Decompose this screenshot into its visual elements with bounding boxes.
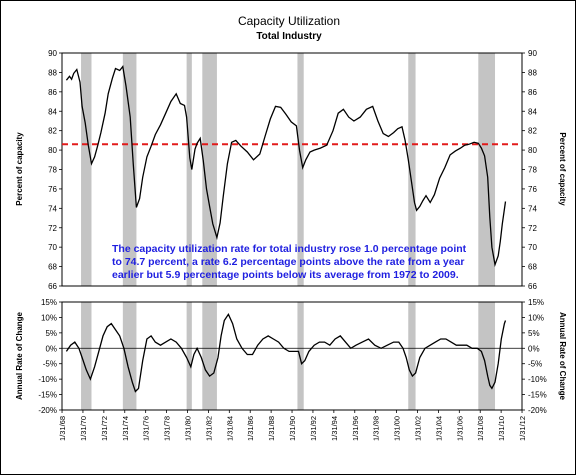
- y-tick-label-right: -20%: [528, 406, 547, 415]
- x-tick-label: 1/31/08: [476, 416, 485, 441]
- y-tick-label-right: 70: [528, 243, 537, 252]
- y-tick-label-left: 72: [48, 224, 57, 233]
- x-tick-label: 1/31/84: [225, 416, 234, 441]
- y-tick-label-left: 0%: [45, 344, 57, 353]
- recession-band-top: [408, 53, 416, 286]
- y-tick-label-right: 88: [528, 68, 537, 77]
- x-tick-label: 1/31/12: [518, 416, 527, 441]
- recession-band-bottom: [297, 302, 304, 410]
- y-tick-label-left: 74: [48, 204, 57, 213]
- y-tick-label-left: -10%: [38, 375, 57, 384]
- y-tick-label-right: 66: [528, 282, 537, 291]
- x-tick-label: 1/31/94: [330, 416, 339, 441]
- recession-band-bottom: [408, 302, 416, 410]
- bottom-panel: -20% -15% -10% -5% 0% 5% 10% 15% -20% -15% -10% -5…: [15, 298, 567, 441]
- x-tick-label: 1/31/82: [204, 416, 213, 441]
- x-tick-label: 1/31/04: [434, 416, 443, 441]
- top-y-ticks-right: 66 68 70 72 74 76 78 80 82 84 86 88 90: [522, 49, 537, 291]
- top-panel: 66 68 70 72 74 76 78 80 82 84 86 88 90 66 68 70 72 74 76 7…: [15, 49, 567, 291]
- x-tick-label: 1/31/92: [309, 416, 318, 441]
- x-tick-label: 1/31/10: [497, 416, 506, 441]
- y-tick-label-left: 70: [48, 243, 57, 252]
- y-tick-label-right: 15%: [528, 298, 544, 307]
- annotation-line-2: to 74.7 percent, a rate 6.2 percentage p…: [112, 256, 464, 268]
- y-tick-label-left: -15%: [38, 391, 57, 400]
- recession-band-bottom: [81, 302, 92, 410]
- recession-band-bottom: [122, 302, 137, 410]
- y-tick-label-left: 10%: [41, 313, 57, 322]
- y-tick-label-left: 84: [48, 107, 57, 116]
- x-tick-label: 1/31/00: [393, 416, 402, 441]
- y-tick-label-right: 0%: [528, 344, 540, 353]
- y-tick-label-left: 76: [48, 185, 57, 194]
- x-tick-label: 1/31/86: [246, 416, 255, 441]
- x-tick-label: 1/31/78: [163, 416, 172, 441]
- y-tick-label-right: 76: [528, 185, 537, 194]
- recession-band-top: [297, 53, 304, 286]
- y-tick-label-left: 80: [48, 146, 57, 155]
- bottom-recession-bands: [81, 302, 496, 410]
- annotation-line-1: The capacity utilization rate for total …: [112, 243, 467, 255]
- top-left-axis-label: Percent of capacity: [15, 132, 24, 206]
- x-tick-label: 1/31/70: [79, 416, 88, 441]
- x-tick-label: 1/31/88: [267, 416, 276, 441]
- x-tick-label: 1/31/68: [58, 416, 67, 441]
- y-tick-label-right: 90: [528, 49, 537, 58]
- y-tick-label-right: 78: [528, 166, 537, 175]
- y-tick-label-right: 68: [528, 263, 537, 272]
- bottom-left-axis-label: Annual Rate of Change: [15, 311, 24, 400]
- recession-band-top: [186, 53, 192, 286]
- y-tick-label-left: 5%: [45, 329, 57, 338]
- y-tick-label-right: 10%: [528, 313, 544, 322]
- y-tick-label-left: 66: [48, 282, 57, 291]
- y-tick-label-left: 82: [48, 127, 57, 136]
- recession-band-bottom: [202, 302, 217, 410]
- x-tick-label: 1/31/76: [142, 416, 151, 441]
- x-tick-label: 1/31/96: [351, 416, 360, 441]
- y-tick-label-left: 15%: [41, 298, 57, 307]
- annotation-line-3: earlier but 5.9 percentage points below …: [112, 269, 459, 281]
- recession-band-top: [202, 53, 217, 286]
- annual-rate-of-change-series: [65, 312, 507, 393]
- x-tick-label: 1/31/98: [372, 416, 381, 441]
- recession-band-top: [122, 53, 137, 286]
- bottom-y-ticks-left: -20% -15% -10% -5% 0% 5% 10% 15%: [38, 298, 62, 415]
- y-tick-label-right: -5%: [528, 360, 542, 369]
- x-tick-label: 1/31/74: [121, 416, 130, 441]
- top-right-axis-label: Percent of capacity: [558, 132, 567, 206]
- top-y-ticks-left: 66 68 70 72 74 76 78 80 82 84 86 88 90: [48, 49, 62, 291]
- bottom-right-axis-label: Annual Rate of Change: [558, 312, 567, 401]
- y-tick-label-left: 78: [48, 166, 57, 175]
- y-tick-label-right: 86: [528, 88, 537, 97]
- recession-band-top: [81, 53, 92, 286]
- y-tick-label-left: 88: [48, 68, 57, 77]
- y-tick-label-right: 84: [528, 107, 537, 116]
- x-tick-label: 1/31/80: [184, 416, 193, 441]
- x-tick-label: 1/31/06: [455, 416, 464, 441]
- y-tick-label-right: 5%: [528, 329, 540, 338]
- chart-title: Capacity Utilization: [238, 14, 340, 28]
- recession-band-bottom: [478, 302, 496, 410]
- chart-subtitle: Total Industry: [256, 31, 322, 42]
- y-tick-label-right: 74: [528, 204, 537, 213]
- x-tick-label: 1/31/90: [288, 416, 297, 441]
- y-tick-label-right: 80: [528, 146, 537, 155]
- capacity-utilization-series: [65, 65, 507, 268]
- y-tick-label-right: 82: [528, 127, 537, 136]
- y-tick-label-left: 68: [48, 263, 57, 272]
- x-axis-ticks: 1/31/68 1/31/70 1/31/72 1/31/74 1/31/76 1/31/…: [58, 410, 527, 441]
- y-tick-label-left: 86: [48, 88, 57, 97]
- y-tick-label-right: 72: [528, 224, 537, 233]
- bottom-y-ticks-right: -20% -15% -10% -5% 0% 5% 10% 15%: [522, 298, 547, 415]
- y-tick-label-left: -20%: [38, 406, 57, 415]
- y-tick-label-right: -15%: [528, 391, 547, 400]
- recession-band-bottom: [186, 302, 192, 410]
- y-tick-label-left: -5%: [43, 360, 57, 369]
- x-tick-label: 1/31/72: [100, 416, 109, 441]
- x-tick-label: 1/31/02: [414, 416, 423, 441]
- y-tick-label-left: 90: [48, 49, 57, 58]
- y-tick-label-right: -10%: [528, 375, 547, 384]
